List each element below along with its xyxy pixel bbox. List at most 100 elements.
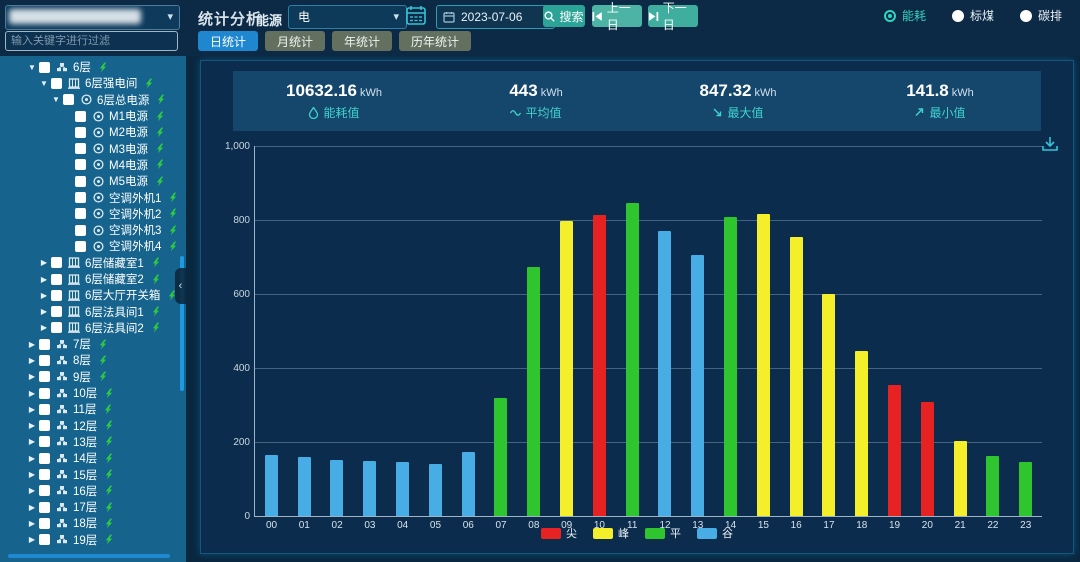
tree-checkbox[interactable]	[39, 436, 50, 448]
tree-item[interactable]: 空调外机4	[0, 238, 186, 254]
legend-item-谷[interactable]: 谷	[697, 525, 733, 541]
tree-item[interactable]: M1电源	[0, 108, 186, 124]
tree-item[interactable]: ▶ 7层	[0, 336, 186, 352]
expand-closed-icon[interactable]: ▶	[28, 437, 36, 447]
tree-item[interactable]: ▶ 14层	[0, 450, 186, 466]
tree-item[interactable]: ▶ 19层	[0, 532, 186, 548]
expand-closed-icon[interactable]: ▶	[28, 502, 36, 512]
tree-checkbox[interactable]	[75, 208, 86, 220]
expand-open-icon[interactable]: ▼	[40, 78, 48, 88]
tree-checkbox[interactable]	[39, 420, 50, 432]
radio-dot-icon[interactable]	[1019, 9, 1032, 22]
tree-item[interactable]: ▶ 6层法具间2	[0, 320, 186, 336]
tree-item[interactable]: ▶ 18层	[0, 515, 186, 531]
tree-checkbox[interactable]	[39, 387, 50, 399]
expand-closed-icon[interactable]: ▶	[40, 307, 48, 317]
radio-dot-icon[interactable]	[883, 9, 896, 22]
radio-2[interactable]: 碳排	[1019, 7, 1062, 24]
tree-checkbox[interactable]	[39, 485, 50, 497]
download-icon[interactable]	[1041, 135, 1059, 153]
radio-dot-icon[interactable]	[951, 9, 964, 22]
energy-type-select[interactable]: 电 ▾	[288, 5, 407, 29]
tree-checkbox[interactable]	[39, 469, 50, 481]
tree-checkbox[interactable]	[75, 143, 86, 155]
tree-item[interactable]: ▶ 6层储藏室2	[0, 271, 186, 287]
tree-checkbox[interactable]	[75, 224, 86, 236]
expand-closed-icon[interactable]: ▶	[40, 274, 48, 284]
tab-1[interactable]: 月统计	[265, 31, 326, 51]
tree-checkbox[interactable]	[51, 322, 62, 334]
tree-checkbox[interactable]	[39, 354, 50, 366]
project-select[interactable]: ▾	[5, 5, 180, 30]
legend-item-峰[interactable]: 峰	[593, 525, 629, 541]
tree-checkbox[interactable]	[75, 159, 86, 171]
search-button[interactable]: 搜索	[543, 5, 585, 27]
tree-item[interactable]: ▶ 15层	[0, 466, 186, 482]
tree-checkbox[interactable]	[51, 289, 62, 301]
vertical-scrollbar[interactable]	[180, 256, 184, 391]
tree-item[interactable]: ▶ 6层法具间1	[0, 303, 186, 319]
tree-item[interactable]: ▼ 6层	[0, 59, 186, 75]
tab-0[interactable]: 日统计	[198, 31, 259, 51]
tree-checkbox[interactable]	[39, 61, 50, 73]
expand-closed-icon[interactable]: ▶	[28, 470, 36, 480]
tree-item[interactable]: ▶ 17层	[0, 499, 186, 515]
tree-checkbox[interactable]	[39, 501, 50, 513]
tree-item[interactable]: M3电源	[0, 140, 186, 156]
sidebar-collapse-handle[interactable]: ‹	[175, 268, 186, 304]
tree-checkbox[interactable]	[75, 240, 86, 252]
tree-item[interactable]: ▶ 13层	[0, 434, 186, 450]
calendar-button[interactable]	[405, 4, 429, 28]
tree-checkbox[interactable]	[39, 517, 50, 529]
expand-closed-icon[interactable]: ▶	[28, 404, 36, 414]
tree-checkbox[interactable]	[75, 192, 86, 204]
expand-closed-icon[interactable]: ▶	[28, 388, 36, 398]
date-input[interactable]: 2023-07-06	[436, 5, 555, 29]
expand-closed-icon[interactable]: ▶	[28, 339, 36, 349]
tree-checkbox[interactable]	[51, 306, 62, 318]
tree-checkbox[interactable]	[51, 77, 62, 89]
tree-item[interactable]: ▶ 16层	[0, 483, 186, 499]
tree-checkbox[interactable]	[75, 126, 86, 138]
expand-closed-icon[interactable]: ▶	[28, 518, 36, 528]
tree-item[interactable]: 空调外机2	[0, 206, 186, 222]
tree-checkbox[interactable]	[39, 452, 50, 464]
expand-closed-icon[interactable]: ▶	[28, 355, 36, 365]
tree-item[interactable]: M5电源	[0, 173, 186, 189]
tree-item[interactable]: ▶ 6层大厅开关箱	[0, 287, 186, 303]
tree-item[interactable]: M2电源	[0, 124, 186, 140]
expand-closed-icon[interactable]: ▶	[40, 290, 48, 300]
tree-item[interactable]: 空调外机1	[0, 189, 186, 205]
tab-2[interactable]: 年统计	[332, 31, 393, 51]
horizontal-scrollbar[interactable]	[8, 554, 170, 558]
tree-item[interactable]: ▶ 12层	[0, 418, 186, 434]
expand-open-icon[interactable]: ▼	[52, 95, 60, 105]
tab-3[interactable]: 历年统计	[399, 31, 472, 51]
tree-checkbox[interactable]	[75, 175, 86, 187]
expand-closed-icon[interactable]: ▶	[40, 323, 48, 333]
tree-item[interactable]: ▶ 10层	[0, 385, 186, 401]
expand-closed-icon[interactable]: ▶	[28, 421, 36, 431]
tree-checkbox[interactable]	[39, 534, 50, 546]
expand-closed-icon[interactable]: ▶	[28, 372, 36, 382]
legend-item-平[interactable]: 平	[645, 525, 681, 541]
tree-item[interactable]: ▼ 6层强电间	[0, 75, 186, 91]
tree-checkbox[interactable]	[75, 110, 86, 122]
tree-item[interactable]: 空调外机3	[0, 222, 186, 238]
tree-item[interactable]: ▶ 6层储藏室1	[0, 255, 186, 271]
tree-item[interactable]: ▼ 6层总电源	[0, 92, 186, 108]
expand-open-icon[interactable]: ▼	[28, 62, 36, 72]
tree-checkbox[interactable]	[51, 257, 62, 269]
tree-checkbox[interactable]	[63, 94, 74, 106]
expand-closed-icon[interactable]: ▶	[28, 453, 36, 463]
next-day-button[interactable]: 下一日	[648, 1, 698, 32]
tree-item[interactable]: ▶ 8层	[0, 352, 186, 368]
expand-closed-icon[interactable]: ▶	[28, 535, 36, 545]
radio-1[interactable]: 标煤	[951, 7, 994, 24]
tree-checkbox[interactable]	[39, 403, 50, 415]
radio-0[interactable]: 能耗	[883, 7, 926, 24]
tree-checkbox[interactable]	[39, 338, 50, 350]
expand-closed-icon[interactable]: ▶	[28, 486, 36, 496]
tree-item[interactable]: ▶ 9层	[0, 369, 186, 385]
tree-filter-input[interactable]	[5, 31, 178, 51]
